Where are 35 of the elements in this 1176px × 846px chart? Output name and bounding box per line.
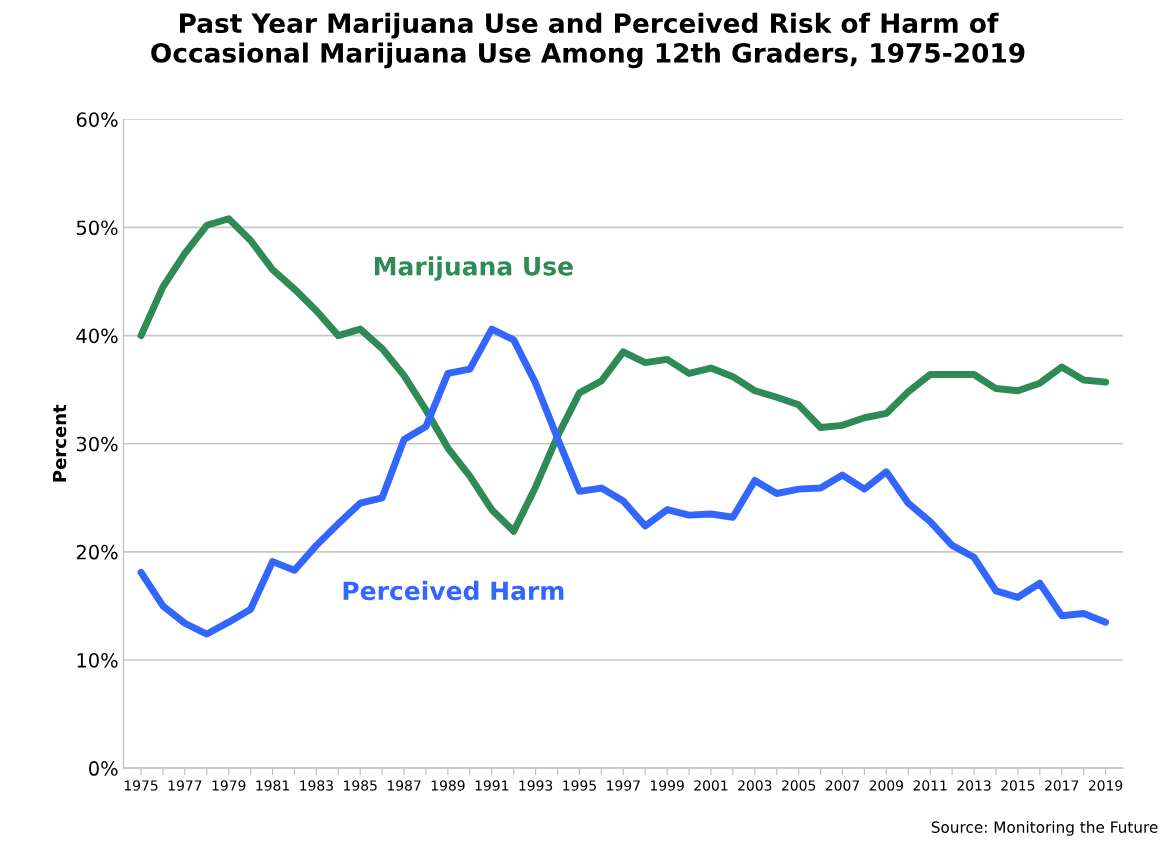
x-tick-label: 1991 bbox=[475, 780, 509, 791]
x-tick-label: 1983 bbox=[300, 780, 333, 791]
y-tick-label: 30% bbox=[76, 436, 118, 452]
x-tick-label: 1985 bbox=[344, 780, 377, 791]
y-tick-label: 20% bbox=[76, 544, 118, 560]
x-tick-label: 2009 bbox=[869, 780, 904, 791]
x-tick-label: 1987 bbox=[387, 780, 421, 791]
x-tick-label: 2017 bbox=[1045, 780, 1079, 791]
x-tick-label: 2001 bbox=[694, 780, 728, 791]
y-axis-title: Percent bbox=[52, 404, 67, 482]
x-tick-label: 2015 bbox=[1001, 780, 1035, 791]
y-tick-label: 40% bbox=[76, 328, 118, 344]
chart-title: Past Year Marijuana Use and Perceived Risk of Harm of Occasional Marijuana Use Among 12th Graders, 1975-2019 bbox=[151, 12, 1025, 69]
x-tick-label: 2007 bbox=[825, 780, 859, 791]
y-tick-label: 60% bbox=[76, 112, 118, 127]
x-tick-label: 1979 bbox=[212, 780, 246, 791]
x-tick-label: 1977 bbox=[168, 780, 202, 791]
x-tick-label: 1975 bbox=[124, 780, 158, 791]
source-note: Source: Monitoring the Future bbox=[931, 821, 1158, 836]
x-tick-label: 1997 bbox=[607, 780, 640, 791]
x-tick-label: 2019 bbox=[1088, 780, 1123, 791]
y-tick-label: 10% bbox=[77, 652, 118, 668]
x-tick-label: 1989 bbox=[431, 780, 465, 791]
text: Marijuana Use bbox=[374, 256, 573, 281]
x-tick-label: 2005 bbox=[781, 780, 816, 791]
y-tick-label: 50% bbox=[76, 220, 118, 236]
x-tick-label: 2003 bbox=[738, 780, 772, 791]
x-tick-label: 1981 bbox=[256, 780, 289, 791]
x-tick-label: 2013 bbox=[957, 780, 991, 791]
x-tick-label: 2011 bbox=[913, 780, 947, 791]
series-label: Perceived Harm bbox=[343, 580, 564, 601]
x-tick-label: 1995 bbox=[563, 780, 596, 791]
x-tick-label: 1999 bbox=[650, 780, 684, 791]
y-tick-label: 0% bbox=[89, 761, 118, 776]
x-tick-label: 1993 bbox=[519, 780, 553, 791]
